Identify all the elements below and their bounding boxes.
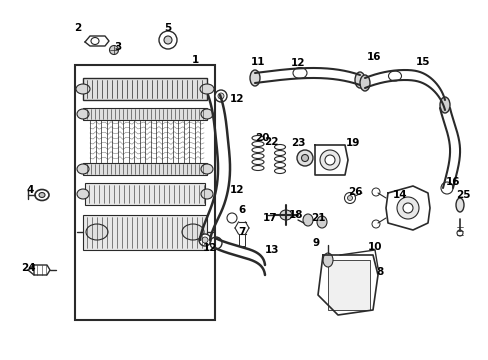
Ellipse shape xyxy=(296,150,312,166)
Ellipse shape xyxy=(359,75,369,91)
Ellipse shape xyxy=(344,193,355,203)
Text: 4: 4 xyxy=(26,185,34,195)
Text: 1: 1 xyxy=(191,55,198,65)
Text: 16: 16 xyxy=(366,52,381,62)
Ellipse shape xyxy=(226,213,237,223)
Ellipse shape xyxy=(319,150,339,170)
Ellipse shape xyxy=(199,234,210,246)
Ellipse shape xyxy=(316,216,326,228)
Bar xyxy=(83,215,206,250)
Text: 15: 15 xyxy=(415,57,429,67)
Ellipse shape xyxy=(249,70,260,86)
Text: 11: 11 xyxy=(250,57,264,67)
Text: 17: 17 xyxy=(262,213,277,223)
Ellipse shape xyxy=(182,224,203,240)
Text: 6: 6 xyxy=(238,205,245,215)
Text: 9: 9 xyxy=(312,238,319,248)
Text: 22: 22 xyxy=(263,137,278,147)
Text: 13: 13 xyxy=(264,245,279,255)
Text: 7: 7 xyxy=(238,227,245,237)
Ellipse shape xyxy=(200,84,214,94)
Ellipse shape xyxy=(201,109,213,119)
Ellipse shape xyxy=(303,214,312,226)
Ellipse shape xyxy=(371,188,379,196)
Ellipse shape xyxy=(86,224,108,240)
Ellipse shape xyxy=(39,193,45,198)
Ellipse shape xyxy=(371,220,379,228)
Text: 12: 12 xyxy=(229,185,244,195)
Ellipse shape xyxy=(439,97,449,113)
Text: 10: 10 xyxy=(367,242,382,252)
Ellipse shape xyxy=(77,189,89,199)
Text: 26: 26 xyxy=(347,187,362,197)
Ellipse shape xyxy=(109,45,118,54)
Text: 2: 2 xyxy=(74,23,81,33)
Ellipse shape xyxy=(456,230,462,236)
Ellipse shape xyxy=(201,164,213,174)
Bar xyxy=(83,108,206,120)
Ellipse shape xyxy=(201,189,213,199)
Ellipse shape xyxy=(455,198,463,212)
Ellipse shape xyxy=(159,31,177,49)
Ellipse shape xyxy=(325,155,334,165)
Bar xyxy=(327,260,369,310)
Ellipse shape xyxy=(323,253,332,267)
Bar xyxy=(85,183,204,205)
Ellipse shape xyxy=(396,197,418,219)
Text: 12: 12 xyxy=(229,94,244,104)
Text: 24: 24 xyxy=(20,263,35,273)
Text: 5: 5 xyxy=(164,23,171,33)
Ellipse shape xyxy=(77,164,89,174)
Text: 19: 19 xyxy=(345,138,360,148)
Bar xyxy=(83,78,206,100)
Bar xyxy=(239,234,244,246)
Ellipse shape xyxy=(280,210,291,220)
Ellipse shape xyxy=(354,72,364,88)
Ellipse shape xyxy=(202,237,207,243)
Text: 3: 3 xyxy=(114,42,122,52)
Ellipse shape xyxy=(402,203,412,213)
Text: 20: 20 xyxy=(254,133,269,143)
Bar xyxy=(75,65,215,320)
Ellipse shape xyxy=(347,195,352,201)
Text: 23: 23 xyxy=(290,138,305,148)
Ellipse shape xyxy=(301,154,308,162)
Ellipse shape xyxy=(91,37,99,45)
Text: 14: 14 xyxy=(392,190,407,200)
Ellipse shape xyxy=(218,93,224,99)
Ellipse shape xyxy=(76,84,90,94)
Ellipse shape xyxy=(215,90,226,102)
Text: 12: 12 xyxy=(203,243,217,253)
Bar xyxy=(83,163,206,175)
Text: 25: 25 xyxy=(455,190,469,200)
Ellipse shape xyxy=(35,189,49,201)
Text: 18: 18 xyxy=(288,210,303,220)
Ellipse shape xyxy=(77,109,89,119)
Text: 8: 8 xyxy=(376,267,383,277)
Text: 21: 21 xyxy=(310,213,325,223)
Text: 12: 12 xyxy=(290,58,305,68)
Text: 16: 16 xyxy=(445,177,459,187)
Ellipse shape xyxy=(163,36,172,44)
